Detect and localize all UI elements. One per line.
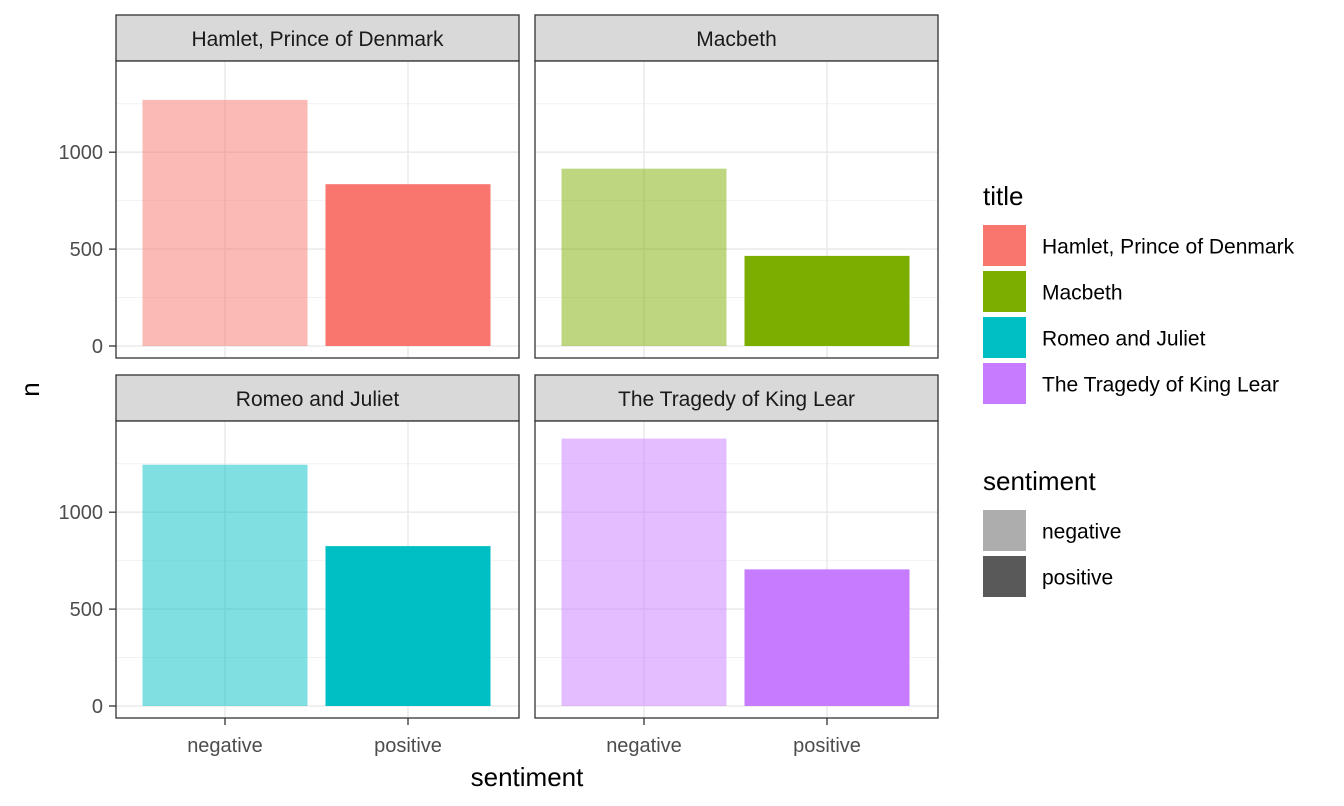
strip-macbeth [534, 14, 939, 62]
legend-sentiment: sentiment negative positive [983, 466, 1121, 597]
panel-romeo-and-juliet: Romeo and Juliet [115, 374, 520, 719]
bar-hamlet-prince-of-denmark-negative [142, 99, 308, 347]
x-tick-label-col1-negative: negative [187, 735, 263, 757]
legend-key-positive [983, 556, 1026, 597]
y-tick-label-row1-500: 500 [70, 239, 103, 261]
bar-macbeth-positive [744, 255, 910, 346]
legend-label-romeo-and-juliet: Romeo and Juliet [1042, 328, 1206, 351]
legend-label-hamlet-prince-of-denmark: Hamlet, Prince of Denmark [1042, 236, 1295, 259]
strip-label-romeo-and-juliet: Romeo and Juliet [236, 388, 400, 411]
bar-romeo-and-juliet-negative [142, 464, 308, 706]
bar-macbeth-negative [561, 168, 727, 346]
legend: title Hamlet, Prince of Denmark Macbeth Rom… [983, 181, 1295, 597]
legend-title-title: title [983, 181, 1023, 211]
y-tick-label-row2-1000: 1000 [59, 502, 104, 524]
legend-title-sentiment: sentiment [983, 466, 1096, 496]
legend-key-macbeth [983, 271, 1026, 312]
x-tick-label-col1-positive: positive [374, 735, 442, 757]
legend-label-positive: positive [1042, 567, 1113, 590]
bar-romeo-and-juliet-positive [325, 546, 491, 706]
strip-romeo-and-juliet [115, 374, 520, 422]
legend-title: title Hamlet, Prince of Denmark Macbeth Rom… [983, 181, 1295, 404]
panel-macbeth: Macbeth [534, 14, 939, 359]
strip-the-tragedy-of-king-lear [534, 374, 939, 422]
legend-key-hamlet-prince-of-denmark [983, 225, 1026, 266]
strip-label-macbeth: Macbeth [696, 28, 777, 51]
panel-the-tragedy-of-king-lear: The Tragedy of King Lear [534, 374, 939, 719]
panel-border-hamlet-prince-of-denmark [115, 60, 520, 359]
legend-key-the-tragedy-of-king-lear [983, 363, 1026, 404]
x-tick-label-col2-negative: negative [606, 735, 682, 757]
legend-key-romeo-and-juliet [983, 317, 1026, 358]
x-tick-label-col2-positive: positive [793, 735, 861, 757]
strip-label-hamlet-prince-of-denmark: Hamlet, Prince of Denmark [191, 28, 444, 51]
bar-the-tragedy-of-king-lear-positive [744, 569, 910, 706]
panel-border-romeo-and-juliet [115, 420, 520, 719]
panel-border-macbeth [534, 60, 939, 359]
legend-label-macbeth: Macbeth [1042, 282, 1123, 305]
facet-panels: Hamlet, Prince of Denmark Macbeth Romeo an… [115, 14, 939, 719]
bar-the-tragedy-of-king-lear-negative [561, 438, 727, 706]
y-axis-title: n [15, 382, 45, 396]
panel-border-the-tragedy-of-king-lear [534, 420, 939, 719]
strip-label-the-tragedy-of-king-lear: The Tragedy of King Lear [618, 388, 855, 411]
legend-label-negative: negative [1042, 521, 1121, 544]
y-tick-label-row2-0: 0 [92, 696, 103, 718]
legend-label-the-tragedy-of-king-lear: The Tragedy of King Lear [1042, 374, 1279, 397]
strip-hamlet-prince-of-denmark [115, 14, 520, 62]
legend-key-negative [983, 510, 1026, 551]
x-axis-title: sentiment [471, 762, 584, 792]
axes: 0 500 1000 0 500 1000 negative positive negative… [15, 142, 861, 792]
y-tick-label-row1-0: 0 [92, 336, 103, 358]
bar-hamlet-prince-of-denmark-positive [325, 184, 491, 346]
panel-hamlet-prince-of-denmark: Hamlet, Prince of Denmark [115, 14, 520, 359]
y-tick-label-row1-1000: 1000 [59, 142, 104, 164]
y-tick-label-row2-500: 500 [70, 599, 103, 621]
